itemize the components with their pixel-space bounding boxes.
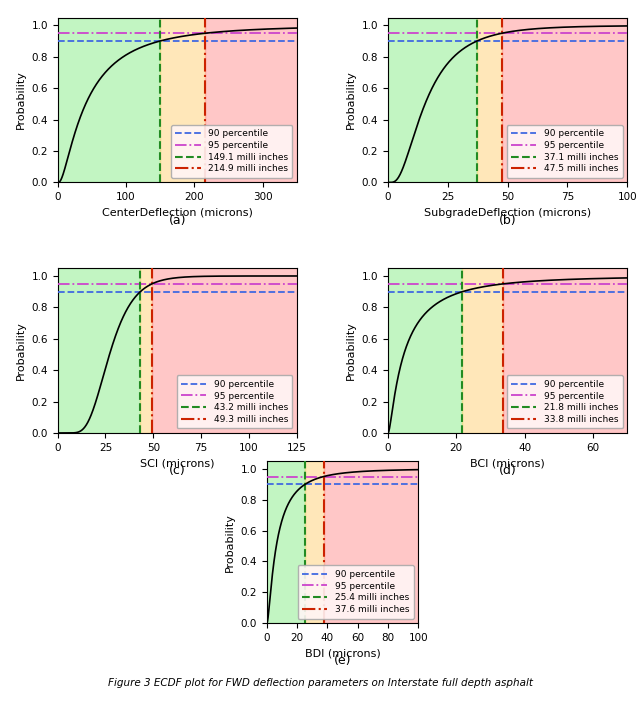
Bar	[58, 18, 159, 182]
Y-axis label: Probability: Probability	[16, 321, 26, 380]
Bar	[463, 268, 504, 433]
X-axis label: CenterDeflection (microns): CenterDeflection (microns)	[102, 208, 253, 218]
Bar	[504, 268, 627, 433]
Text: (e): (e)	[333, 653, 351, 667]
Legend: 90 percentile, 95 percentile, 43.2 milli inches, 49.3 milli inches: 90 percentile, 95 percentile, 43.2 milli…	[177, 375, 292, 429]
Bar	[305, 461, 324, 623]
Bar	[159, 18, 205, 182]
Bar	[140, 268, 152, 433]
Y-axis label: Probability: Probability	[346, 321, 356, 380]
Legend: 90 percentile, 95 percentile, 21.8 milli inches, 33.8 milli inches: 90 percentile, 95 percentile, 21.8 milli…	[507, 375, 623, 429]
Text: (c): (c)	[169, 464, 186, 477]
X-axis label: SCI (microns): SCI (microns)	[140, 458, 214, 468]
Text: Figure 3 ECDF plot for FWD deflection parameters on Interstate full depth asphal: Figure 3 ECDF plot for FWD deflection pa…	[108, 679, 532, 689]
Y-axis label: Probability: Probability	[225, 513, 235, 572]
Bar	[324, 461, 418, 623]
Bar	[152, 268, 297, 433]
Y-axis label: Probability: Probability	[16, 70, 26, 130]
Bar	[388, 268, 463, 433]
Legend: 90 percentile, 95 percentile, 25.4 milli inches, 37.6 milli inches: 90 percentile, 95 percentile, 25.4 milli…	[298, 565, 413, 619]
Text: (d): (d)	[499, 464, 516, 477]
X-axis label: SubgradeDeflection (microns): SubgradeDeflection (microns)	[424, 208, 591, 218]
Legend: 90 percentile, 95 percentile, 37.1 milli inches, 47.5 milli inches: 90 percentile, 95 percentile, 37.1 milli…	[507, 125, 623, 178]
Legend: 90 percentile, 95 percentile, 149.1 milli inches, 214.9 milli inches: 90 percentile, 95 percentile, 149.1 mill…	[171, 125, 292, 178]
Text: (b): (b)	[499, 213, 516, 227]
X-axis label: BCI (microns): BCI (microns)	[470, 458, 545, 468]
Bar	[267, 461, 305, 623]
Bar	[58, 268, 140, 433]
Bar	[388, 18, 477, 182]
Text: (a): (a)	[168, 213, 186, 227]
Y-axis label: Probability: Probability	[346, 70, 356, 130]
Bar	[205, 18, 297, 182]
X-axis label: BDI (microns): BDI (microns)	[305, 648, 380, 658]
Bar	[502, 18, 627, 182]
Bar	[477, 18, 502, 182]
